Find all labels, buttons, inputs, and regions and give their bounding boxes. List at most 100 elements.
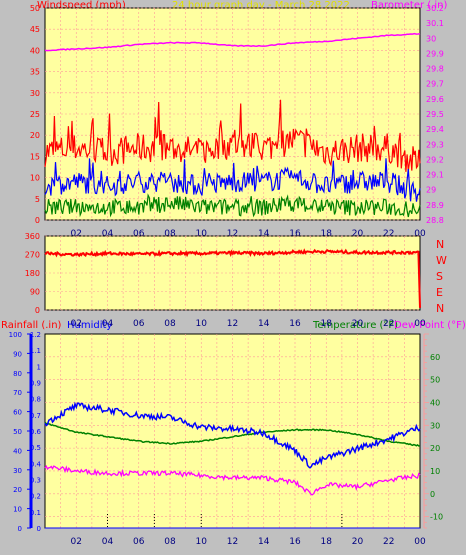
wind-x-tick-label: 12 [227,229,238,239]
temperature-tick-label: 10 [430,467,440,476]
windspeed-tick-label: 0 [35,216,40,225]
rainfall-tick-label: 0.3 [30,477,41,485]
temperature-x-tick-label: 00 [414,537,426,547]
direction-label-west: W [436,254,447,267]
barometer-tick-label: 29.9 [426,49,444,58]
barometer-tick-label: 29.3 [426,140,444,149]
humidity-tick-label: 10 [13,506,22,514]
direction-x-tick-label: 06 [133,319,145,329]
windspeed-tick-label: 25 [30,110,40,119]
temperature-x-tick-label: 22 [383,537,394,547]
barometer-tick-label: 29.1 [426,171,444,180]
direction-x-tick-label: 22 [383,319,394,329]
temperature-x-tick-label: 16 [289,537,301,547]
humidity-tick-label: 100 [9,331,22,339]
rainfall-tick-label: 0.6 [30,428,42,436]
direction-x-tick-label: 00 [414,319,426,329]
barometer-axis-title: Barometer (.in) [371,0,448,11]
wind-gust-line [44,99,421,172]
barometer-tick-label: 30.1 [426,19,444,28]
dewpoint-line [44,464,421,496]
direction-x-tick-label: 10 [196,319,208,329]
humidity-tick-label: 20 [13,486,22,494]
barometer-tick-label: 28.9 [426,201,444,210]
direction-x-tick-label: 16 [289,319,301,329]
graph-title: 24 hour graph day - March 28 2022 [172,0,350,11]
barometer-line [44,32,421,52]
rainfall-tick-label: 0.2 [30,493,41,501]
temperature-x-tick-label: 04 [102,537,114,547]
wind-x-tick-label: 22 [383,229,394,239]
rainfall-tick-label: 0.5 [30,444,41,452]
temperature-tick-label: 0 [430,490,435,499]
direction-label-north-2: N [436,302,445,315]
direction-tick-label: 270 [25,251,40,260]
windspeed-tick-label: 35 [30,68,40,77]
dewpoint-axis-title: Dew Point (°F) [394,320,466,331]
barometer-tick-label: 29.8 [426,65,444,74]
wind-direction-line [44,248,421,308]
wind-average-line [44,158,421,202]
direction-label-east: E [436,286,443,299]
humidity-axis-title: Humidity [67,320,113,331]
barometer-tick-label: 30.2 [426,4,444,13]
wind-x-tick-label: 16 [289,229,301,239]
temperature-x-tick-label: 02 [71,537,82,547]
wind-minimum-line [44,193,421,218]
rainfall-tick-label: 0 [37,525,41,533]
temperature-tick-label: 30 [430,421,440,430]
barometer-tick-label: 29.6 [426,95,444,104]
rainfall-tick-label: 0.8 [30,396,41,404]
rainfall-tick-label: 0.9 [30,380,41,388]
temperature-x-tick-label: 12 [227,537,238,547]
windspeed-axis-title: Windspeed (mph) [37,0,126,11]
barometer-tick-label: 29.4 [426,125,444,134]
rainfall-tick-label: 1 [37,363,41,371]
temperature-tick-label: 40 [430,398,440,407]
humidity-tick-label: 60 [13,409,22,417]
barometer-tick-label: 29 [426,186,436,195]
barometer-tick-label: 30 [426,34,436,43]
rainfall-tick-label: 1.2 [30,331,41,339]
humidity-tick-label: 0 [18,525,22,533]
wind-x-tick-label: 06 [133,229,145,239]
wind-x-tick-label: 18 [321,229,333,239]
direction-label-north: N [436,238,445,251]
direction-x-tick-label: 12 [227,319,238,329]
windspeed-tick-label: 20 [30,131,40,140]
wind-x-tick-label: 14 [258,229,270,239]
direction-label-south: S [436,270,443,283]
windspeed-tick-label: 10 [30,174,40,183]
direction-x-tick-label: 08 [164,319,176,329]
temperature-tick-label: 20 [430,444,440,453]
windspeed-tick-label: 15 [30,152,40,161]
temperature-x-tick-label: 06 [133,537,145,547]
temperature-tick-label: 50 [430,376,440,385]
windspeed-tick-label: 40 [30,46,40,55]
rainfall-tick-label: 0.4 [30,460,42,468]
direction-tick-label: 360 [25,232,40,241]
barometer-tick-label: 29.5 [426,110,444,119]
humidity-tick-label: 80 [13,370,22,378]
direction-tick-label: 0 [35,306,40,315]
humidity-tick-label: 30 [13,467,22,475]
rainfall-tick-label: 1.1 [30,347,41,355]
direction-x-tick-label: 04 [102,319,114,329]
wind-x-tick-label: 08 [164,229,176,239]
humidity-tick-label: 40 [13,447,22,455]
windspeed-tick-label: 45 [30,25,40,34]
humidity-tick-label: 70 [13,389,22,397]
humidity-tick-label: 90 [13,350,22,358]
barometer-tick-label: 29.2 [426,155,444,164]
direction-x-tick-label: 18 [321,319,333,329]
wind-x-tick-label: 02 [71,229,82,239]
rainfall-tick-label: 0.1 [30,509,41,517]
windspeed-tick-label: 30 [30,89,40,98]
temperature-x-tick-label: 14 [258,537,270,547]
wind-x-tick-label: 04 [102,229,114,239]
direction-x-tick-label: 20 [352,319,364,329]
temperature-tick-label: -10 [430,513,443,522]
direction-x-tick-label: 14 [258,319,270,329]
wind-x-tick-label: 00 [414,229,426,239]
